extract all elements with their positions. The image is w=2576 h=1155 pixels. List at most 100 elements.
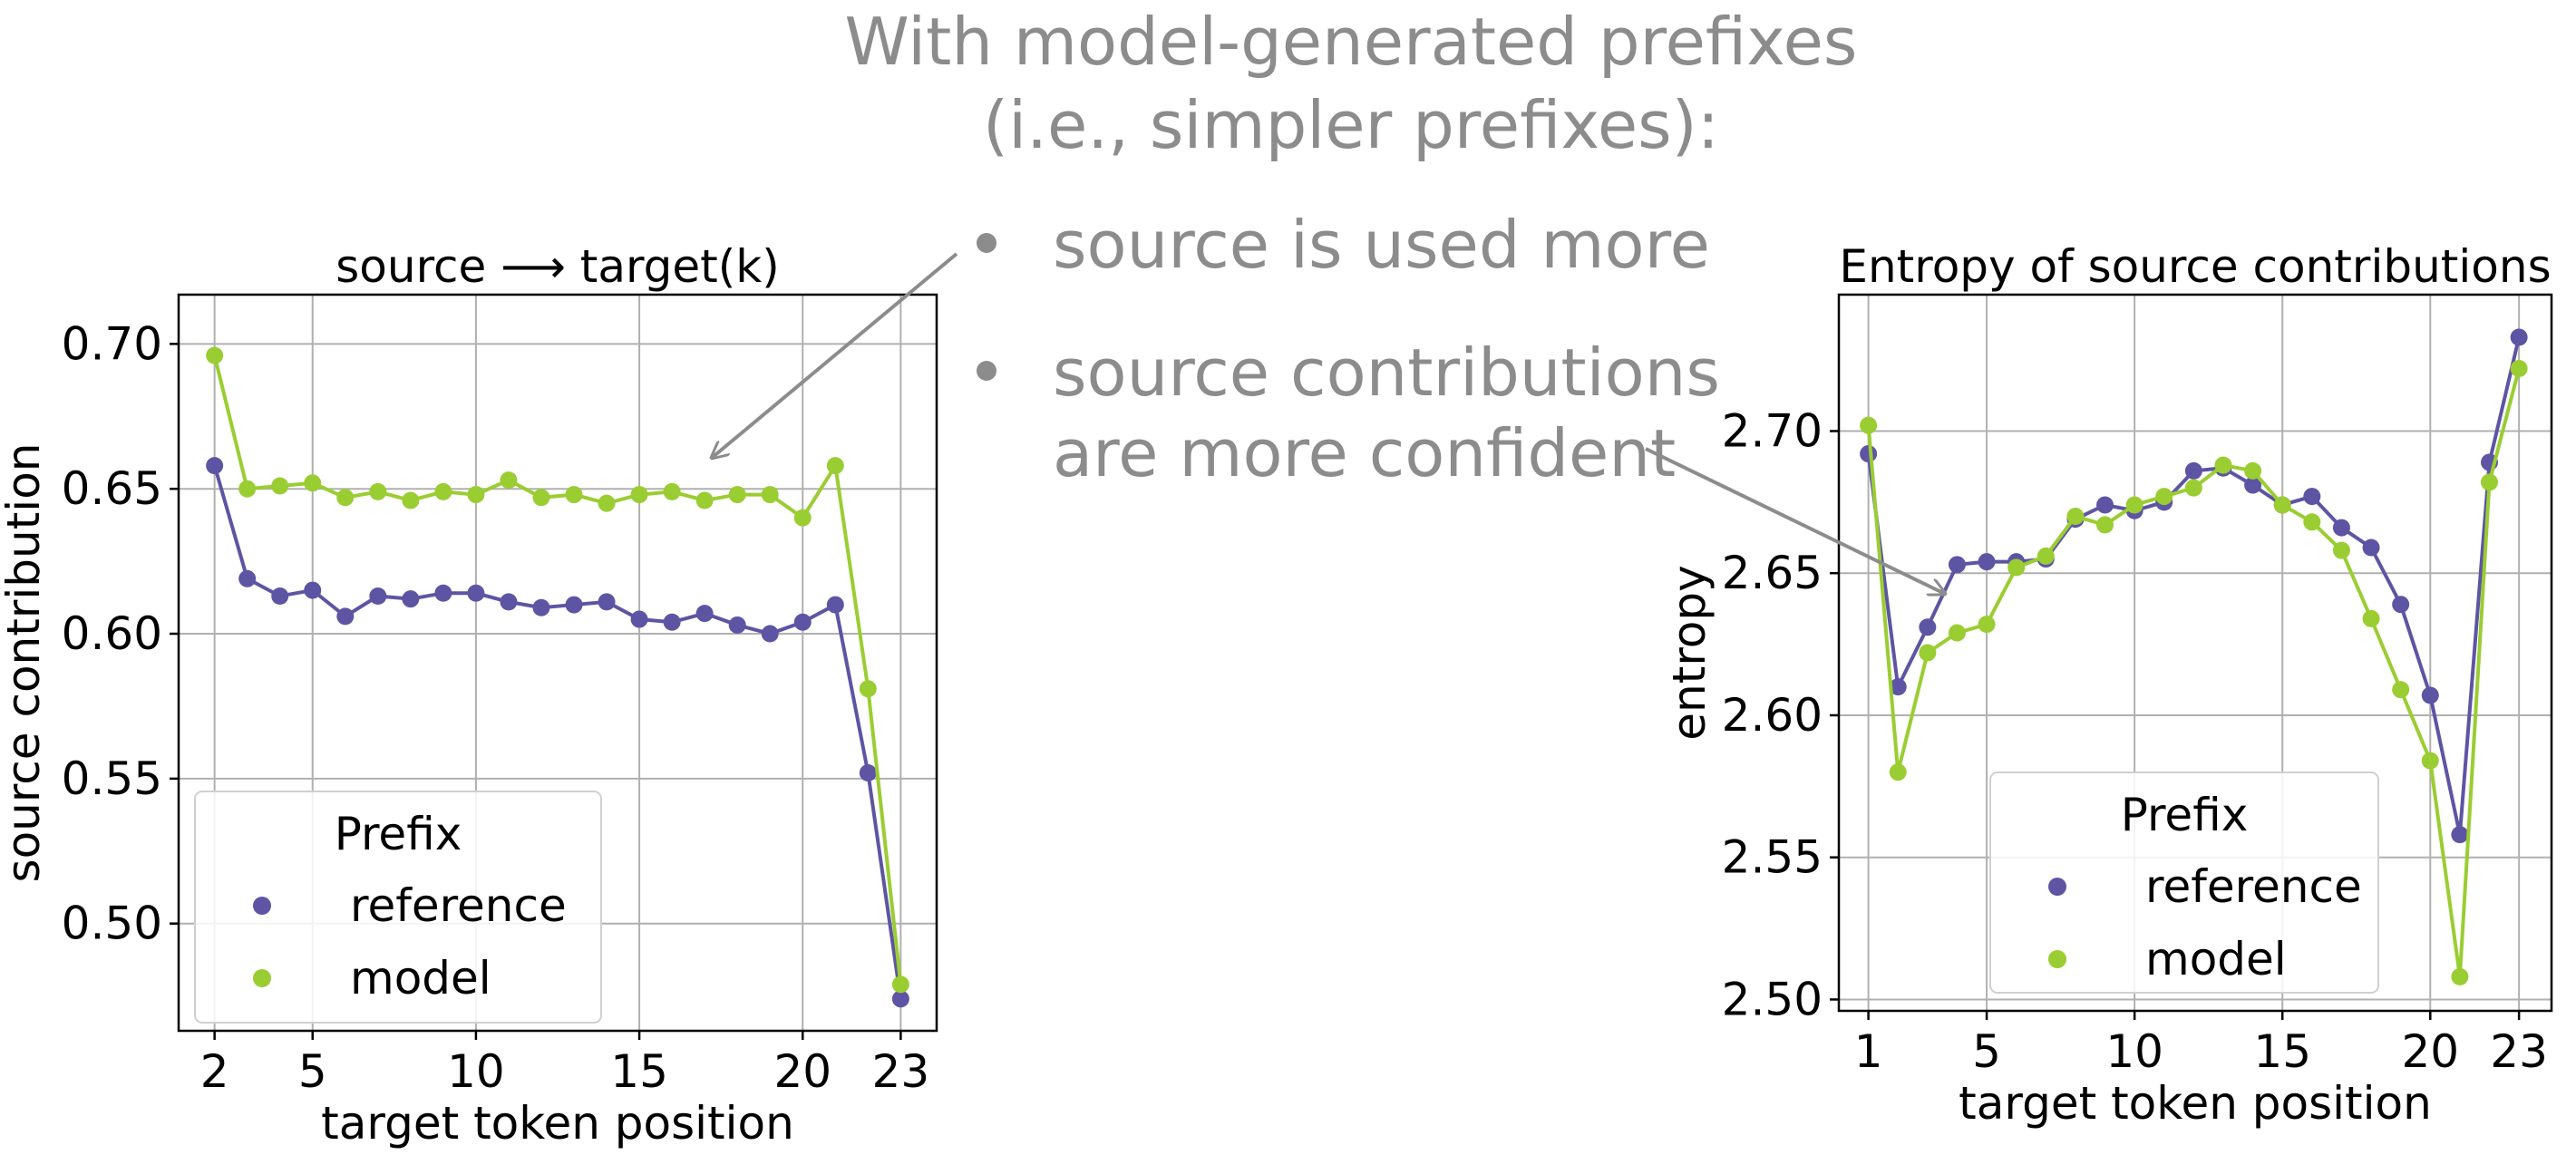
data-point-reference	[728, 616, 746, 634]
data-point-model	[2007, 558, 2026, 577]
series-line-model	[212, 354, 903, 985]
data-point-reference	[2451, 826, 2469, 844]
plot-frame	[1837, 293, 2553, 1013]
data-point-reference	[304, 581, 322, 599]
data-point-model	[238, 480, 257, 498]
data-point-reference	[1860, 445, 1878, 463]
data-point-model	[1860, 416, 1878, 434]
data-point-model	[2125, 496, 2143, 514]
data-point-model	[891, 975, 909, 994]
x-tick-label: 23	[872, 1045, 930, 1098]
data-point-reference	[500, 593, 518, 611]
data-point-model	[1919, 644, 1937, 662]
bullet-text: are more confident	[1053, 415, 1677, 491]
data-point-model	[2184, 479, 2202, 497]
data-point-model	[793, 509, 812, 527]
data-point-model	[2155, 488, 2173, 506]
data-point-model	[859, 680, 877, 698]
x-tick-label: 10	[447, 1045, 505, 1098]
data-point-model	[206, 346, 224, 364]
data-point-model	[1948, 624, 1966, 642]
data-point-reference	[336, 607, 355, 626]
data-point-model	[2392, 681, 2410, 699]
data-point-model	[1978, 616, 1996, 634]
data-point-reference	[1919, 618, 1937, 636]
y-tick-label: 0.60	[62, 607, 162, 660]
legend-marker-reference	[2048, 878, 2066, 896]
y-tick-label: 2.55	[1722, 831, 1823, 884]
series-line-reference	[1866, 336, 2522, 836]
legend-label-model: model	[350, 952, 491, 1005]
data-point-reference	[2392, 596, 2410, 614]
bullet-text: source is used more	[1053, 207, 1710, 283]
y-tick-label: 2.65	[1722, 547, 1823, 599]
legend-label-reference: reference	[2145, 860, 2362, 913]
data-point-model	[402, 491, 420, 510]
data-point-model	[826, 457, 844, 475]
data-point-reference	[2244, 476, 2262, 494]
legend-title: Prefix	[2121, 789, 2249, 841]
x-tick-label: 1	[1854, 1025, 1883, 1078]
data-point-reference	[2332, 519, 2350, 537]
y-axis-label: source contribution	[0, 443, 50, 883]
x-tick-label: 23	[2490, 1025, 2548, 1078]
data-point-model	[369, 482, 387, 500]
data-point-reference	[238, 569, 257, 587]
legend-title: Prefix	[335, 808, 462, 860]
data-point-reference	[1978, 553, 1996, 571]
data-point-model	[663, 482, 681, 500]
data-point-model	[2066, 508, 2085, 526]
data-point-model	[467, 486, 485, 504]
headline: With model-generated prefixes (i.e., sim…	[580, 0, 2122, 167]
data-point-reference	[630, 610, 648, 628]
y-tick-label: 2.60	[1722, 689, 1823, 742]
legend-box	[194, 791, 602, 1024]
legend-marker-model	[2048, 950, 2066, 968]
data-point-reference	[891, 990, 909, 1008]
x-tick-label: 20	[773, 1045, 831, 1098]
data-point-reference	[206, 457, 224, 475]
legend-marker-reference	[253, 897, 271, 915]
legend-marker-model	[253, 969, 271, 987]
y-tick-label: 0.55	[62, 752, 162, 805]
data-point-reference	[2421, 686, 2439, 704]
legend-label-model: model	[2145, 933, 2287, 985]
y-tick-label: 0.65	[62, 462, 162, 515]
bullet-dot-icon	[977, 233, 996, 253]
data-point-model	[630, 486, 648, 504]
data-point-model	[2214, 456, 2232, 474]
data-point-reference	[695, 605, 714, 623]
data-point-model	[271, 477, 289, 495]
data-point-reference	[2303, 488, 2321, 506]
x-tick-label: 15	[610, 1045, 668, 1098]
data-point-reference	[1948, 556, 1966, 574]
data-point-model	[1889, 763, 1907, 781]
bullet-text: source contributions	[1053, 335, 1720, 411]
data-point-model	[336, 489, 355, 507]
data-point-reference	[663, 613, 681, 631]
x-tick-label: 10	[2105, 1025, 2163, 1078]
data-point-reference	[793, 613, 812, 631]
data-point-model	[565, 486, 583, 504]
headline-line-2: (i.e., simpler prefixes):	[982, 87, 1719, 163]
chart-title: source ⟶ target(k)	[335, 240, 780, 293]
data-point-reference	[859, 763, 877, 781]
source-contribution-chart: 2 5 10 15 20 23 0.50 0.55 0.60 0.65 0.70 source ⟶ t…	[0, 240, 938, 1150]
data-point-reference	[565, 596, 583, 614]
data-point-model	[532, 489, 550, 507]
data-point-reference	[434, 584, 452, 602]
data-point-model	[2332, 541, 2350, 559]
y-tick-label: 0.50	[62, 898, 162, 950]
data-point-model	[598, 494, 616, 512]
y-tick-label: 0.70	[62, 317, 162, 370]
legend-box	[1989, 772, 2379, 994]
data-point-model	[2510, 360, 2528, 378]
data-point-reference	[2510, 328, 2528, 346]
x-tick-label: 15	[2253, 1025, 2311, 1078]
chart-title: Entropy of source contributions	[1839, 240, 2551, 293]
data-point-model	[2273, 496, 2291, 514]
data-point-reference	[467, 584, 485, 602]
x-tick-label: 5	[298, 1045, 327, 1098]
